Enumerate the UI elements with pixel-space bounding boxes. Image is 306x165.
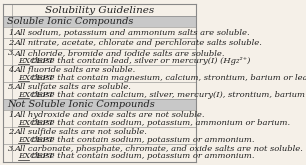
Text: those that contain magnesium, calcium, strontium, barium or lead.: those that contain magnesium, calcium, s… xyxy=(29,74,306,82)
Text: All fluoride salts are soluble.: All fluoride salts are soluble. xyxy=(14,66,135,74)
Text: EXCEPT: EXCEPT xyxy=(18,74,54,82)
Text: Soluble Ionic Compounds: Soluble Ionic Compounds xyxy=(7,17,134,26)
Text: EXCEPT: EXCEPT xyxy=(18,91,54,99)
Text: EXCEPT: EXCEPT xyxy=(18,57,54,65)
Text: EXCEPT: EXCEPT xyxy=(18,135,54,144)
Text: Not Soluble Ionic Compounds: Not Soluble Ionic Compounds xyxy=(7,100,155,109)
Text: All sulfide salts are not soluble.: All sulfide salts are not soluble. xyxy=(14,128,147,136)
Text: 3.: 3. xyxy=(8,145,16,153)
Text: All carbonate, phosphate, chromate, and oxide salts are not soluble.: All carbonate, phosphate, chromate, and … xyxy=(14,145,303,153)
Text: those that contain calcium, silver, mercury(I), strontium, barium or lead.: those that contain calcium, silver, merc… xyxy=(29,91,306,99)
Text: those that contain sodium, potassium or ammonium.: those that contain sodium, potassium or … xyxy=(29,135,254,144)
Text: those that contain sodium, potassium, ammonium or barium.: those that contain sodium, potassium, am… xyxy=(29,119,290,127)
Text: All chloride, bromide and iodide salts are soluble.: All chloride, bromide and iodide salts a… xyxy=(14,49,225,57)
Text: those that contain lead, silver or mercury(I) (Hg₂²⁺): those that contain lead, silver or mercu… xyxy=(29,57,250,65)
Text: All sodium, potassium and ammonium salts are soluble.: All sodium, potassium and ammonium salts… xyxy=(14,29,250,37)
Text: All nitrate, acetate, chlorate and perchlorate salts soluble.: All nitrate, acetate, chlorate and perch… xyxy=(14,39,262,47)
Text: 3.: 3. xyxy=(8,49,16,57)
Text: EXCEPT: EXCEPT xyxy=(18,119,54,127)
Text: 2.: 2. xyxy=(8,39,16,47)
Text: All hydroxide and oxide salts are not soluble.: All hydroxide and oxide salts are not so… xyxy=(14,111,205,119)
Text: EXCEPT: EXCEPT xyxy=(18,152,54,160)
Text: 4.: 4. xyxy=(8,66,16,74)
Text: those that contain sodium, potassium or ammonium.: those that contain sodium, potassium or … xyxy=(29,152,254,160)
Text: Solubility Guidelines: Solubility Guidelines xyxy=(45,6,154,15)
Bar xyxy=(3,99,196,110)
Bar xyxy=(3,16,196,27)
Text: 2.: 2. xyxy=(8,128,16,136)
Text: 5.: 5. xyxy=(8,83,16,91)
Text: 1.: 1. xyxy=(8,111,16,119)
Text: 1.: 1. xyxy=(8,29,16,37)
Text: All sulfate salts are soluble.: All sulfate salts are soluble. xyxy=(14,83,131,91)
